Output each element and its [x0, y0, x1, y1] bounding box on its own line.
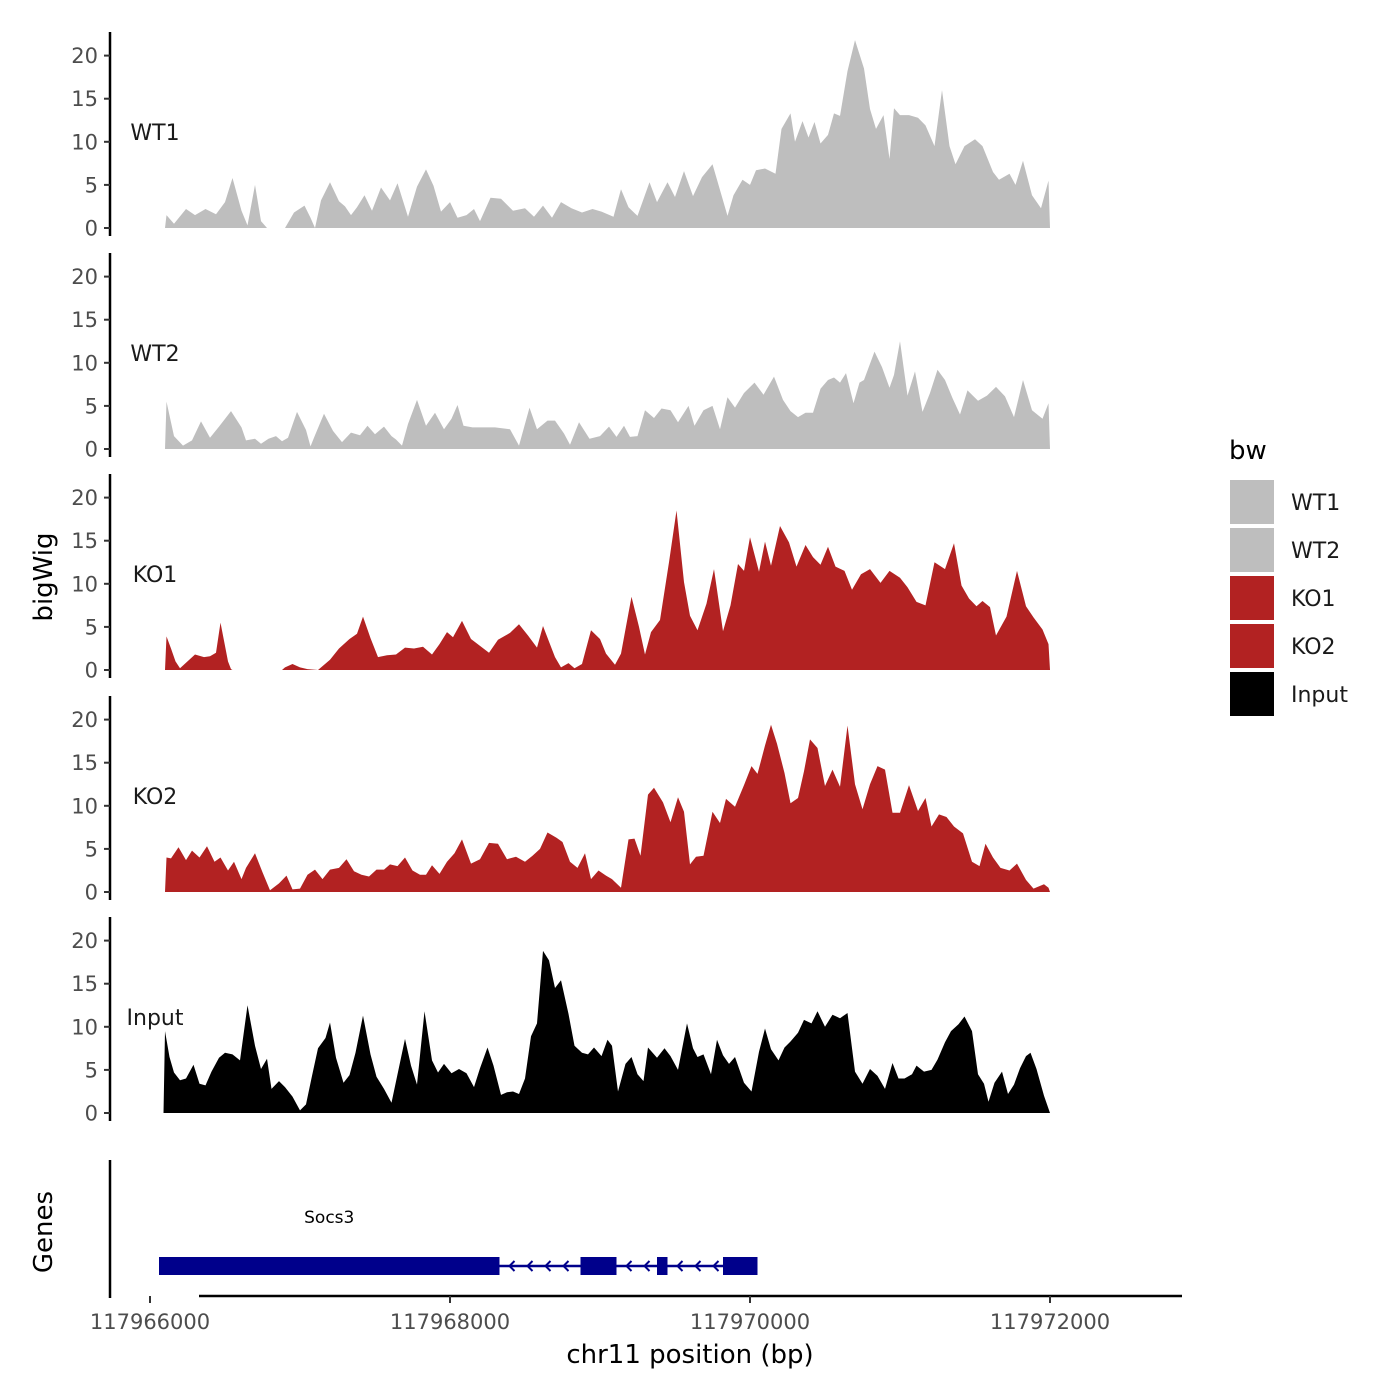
strand-arrow: [712, 1260, 720, 1272]
x-axis: 117966000 117968000 117970000 117972000: [90, 1294, 1182, 1334]
track-wt2: 0 5 10 15 20 WT2: [71, 253, 1050, 462]
legend-label-input: Input: [1291, 683, 1348, 708]
strand-arrow: [676, 1260, 684, 1272]
gene-exon-block: [580, 1257, 617, 1275]
y-tick-label: 20: [71, 486, 98, 510]
track-label-ko1: KO1: [133, 563, 178, 588]
y-tick-label: 5: [85, 615, 98, 639]
y-tick-label: 0: [85, 438, 98, 462]
gene-label: Socs3: [304, 1208, 354, 1228]
gene-socs3: Socs3: [159, 1208, 758, 1275]
legend-title: bw: [1229, 436, 1267, 466]
y-tick-label: 15: [71, 87, 98, 111]
y-tick-label: 15: [71, 529, 98, 553]
y-tick-label: 5: [85, 394, 98, 418]
x-tick-label: 117970000: [690, 1310, 810, 1334]
gene-exon-block: [159, 1257, 500, 1275]
y-tick-label: 10: [71, 794, 98, 818]
track-input: 0 5 10 15 20 Input: [71, 917, 1050, 1126]
legend-key-ko2: [1230, 624, 1274, 668]
y-tick-label: 20: [71, 265, 98, 289]
coverage-area-input: [163, 950, 1050, 1113]
y-tick-label: 0: [85, 1102, 98, 1126]
y-tick-label: 10: [71, 351, 98, 375]
y-tick-label: 5: [85, 173, 98, 197]
coverage-area-wt1: [165, 40, 1050, 228]
coverage-area-ko1: [165, 510, 1050, 670]
x-tick-label: 117966000: [90, 1310, 210, 1334]
legend-label-wt2: WT2: [1291, 539, 1340, 564]
gene-exon-block: [723, 1257, 758, 1275]
tracks-layer: 0 5 10 15 20 WT1 0 5 10 15 20 WT2 0 5 10 15 20 KO1 0 5 10 15 2…: [71, 32, 1050, 1126]
track-label-input: Input: [127, 1006, 184, 1031]
y-tick-label: 10: [71, 130, 98, 154]
coverage-area-wt2: [165, 341, 1050, 449]
strand-arrow: [508, 1260, 516, 1272]
y-tick-label: 5: [85, 1058, 98, 1082]
track-wt1: 0 5 10 15 20 WT1: [71, 32, 1050, 241]
legend-key-input: [1230, 672, 1274, 716]
y-tick-label: 20: [71, 44, 98, 68]
y-tick-label: 15: [71, 308, 98, 332]
track-ko1: 0 5 10 15 20 KO1: [71, 474, 1050, 683]
track-label-wt1: WT1: [130, 121, 179, 146]
y-tick-label: 20: [71, 929, 98, 953]
y-tick-label: 0: [85, 217, 98, 241]
y-axis-title: bigWig: [29, 532, 59, 621]
track-label-wt2: WT2: [130, 342, 179, 367]
legend-label-ko2: KO2: [1291, 635, 1336, 660]
strand-arrow: [643, 1260, 651, 1272]
track-ko2: 0 5 10 15 20 KO2: [71, 696, 1050, 905]
x-axis-title: chr11 position (bp): [566, 1340, 813, 1370]
legend-label-wt1: WT1: [1291, 491, 1340, 516]
y-tick-label: 10: [71, 1015, 98, 1039]
y-tick-label: 20: [71, 708, 98, 732]
legend-key-wt1: [1230, 480, 1274, 524]
track-label-ko2: KO2: [133, 785, 178, 810]
y-tick-label: 0: [85, 659, 98, 683]
x-tick-label: 117972000: [990, 1310, 1110, 1334]
y-tick-label: 10: [71, 572, 98, 596]
y-tick-label: 0: [85, 881, 98, 905]
coverage-area-ko2: [165, 724, 1050, 892]
strand-arrow: [526, 1260, 534, 1272]
x-tick-label: 117968000: [390, 1310, 510, 1334]
strand-arrow: [625, 1260, 633, 1272]
gene-exon-block: [657, 1257, 668, 1275]
y-tick-label: 15: [71, 751, 98, 775]
genes-panel: Socs3: [108, 1160, 758, 1298]
strand-arrow: [694, 1260, 702, 1272]
legend-label-ko1: KO1: [1291, 587, 1336, 612]
strand-arrow: [544, 1260, 552, 1272]
legend-key-ko1: [1230, 576, 1274, 620]
legend: bw WT1 WT2 KO1 KO2 Input: [1229, 436, 1348, 716]
y-tick-label: 5: [85, 837, 98, 861]
y-tick-label: 15: [71, 972, 98, 996]
strand-arrow: [562, 1260, 570, 1272]
genes-panel-title: Genes: [29, 1191, 59, 1273]
legend-key-wt2: [1230, 528, 1274, 572]
